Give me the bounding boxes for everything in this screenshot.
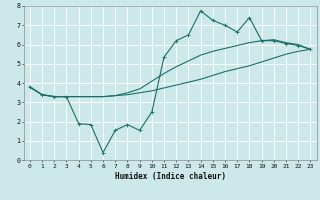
X-axis label: Humidex (Indice chaleur): Humidex (Indice chaleur) bbox=[115, 172, 226, 181]
